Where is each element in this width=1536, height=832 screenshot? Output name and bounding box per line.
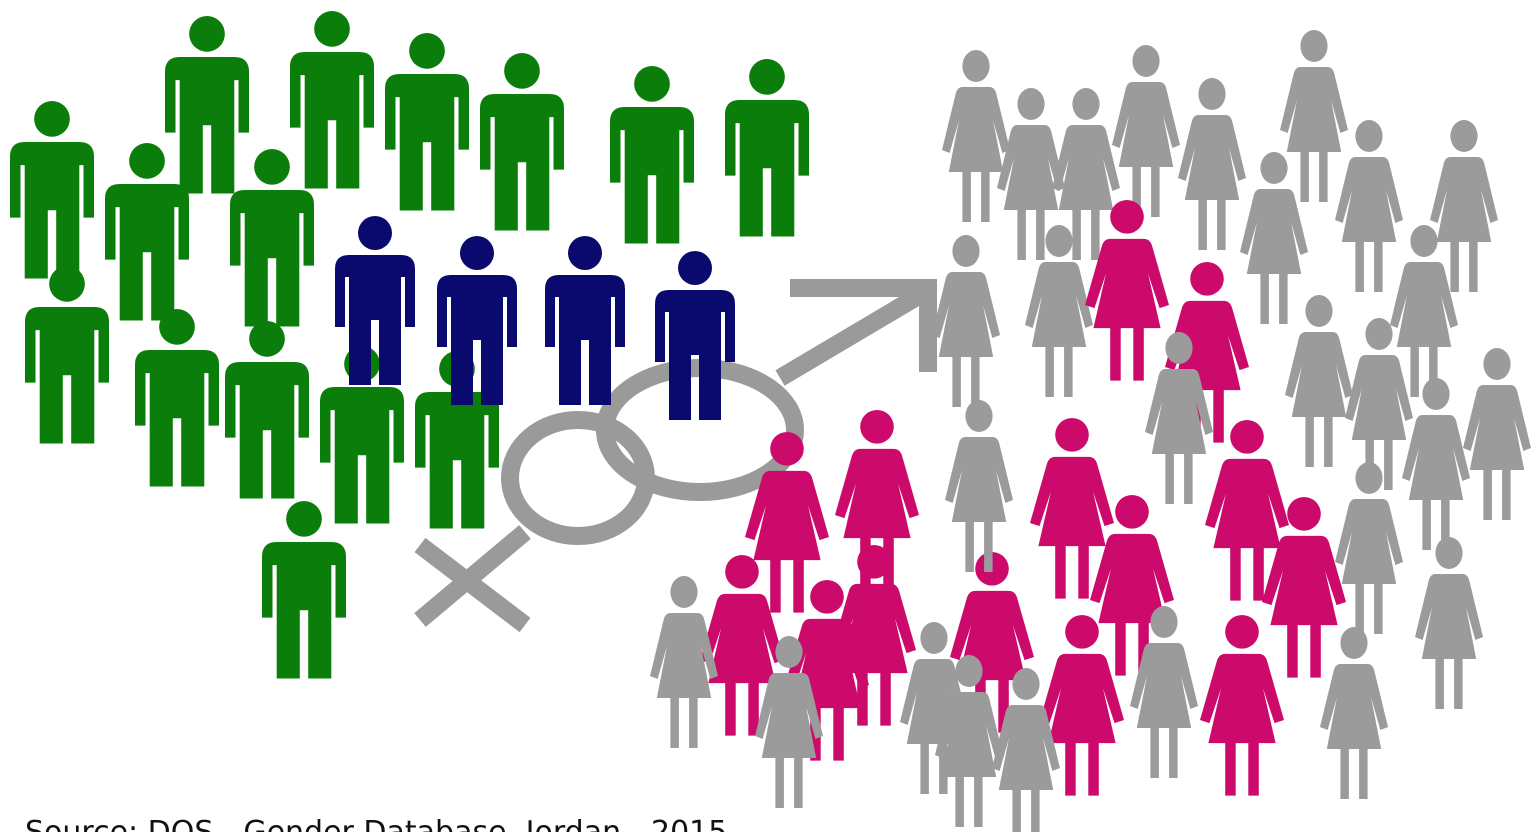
source-note: Source: DOS - Gender Database, Jordan - … (25, 815, 727, 832)
man-figure (25, 266, 109, 444)
woman-figure (1320, 627, 1388, 799)
man-figure (230, 149, 314, 327)
woman-figure (1200, 615, 1284, 796)
female-cross (414, 537, 531, 633)
woman-figure (1280, 30, 1348, 202)
woman-figure (1415, 537, 1483, 709)
man-figure (610, 66, 694, 244)
man-figure (385, 33, 469, 211)
woman-figure (1240, 152, 1308, 324)
male-arrow-shaft (775, 287, 925, 386)
woman-figure (1335, 120, 1403, 292)
man-figure (225, 321, 309, 499)
man-figure (135, 309, 219, 487)
man-figure (725, 59, 809, 237)
man-figure (290, 11, 374, 189)
woman-figure (650, 576, 718, 748)
woman-figure (942, 50, 1010, 222)
male-arrow-head (790, 279, 937, 372)
woman-figure (932, 235, 1000, 407)
man-figure (655, 251, 735, 420)
man-figure (545, 236, 625, 405)
woman-figure (1285, 295, 1353, 467)
man-figure (262, 501, 346, 679)
woman-figure (1335, 462, 1403, 634)
woman-figure (1025, 225, 1093, 397)
woman-figure (1402, 378, 1470, 550)
man-figure (10, 101, 94, 279)
woman-figure (1463, 348, 1531, 520)
woman-figure (1112, 45, 1180, 217)
man-figure (480, 53, 564, 231)
woman-figure (945, 400, 1013, 572)
woman-figure (1178, 78, 1246, 250)
man-figure (105, 143, 189, 321)
man-figure (165, 16, 249, 194)
